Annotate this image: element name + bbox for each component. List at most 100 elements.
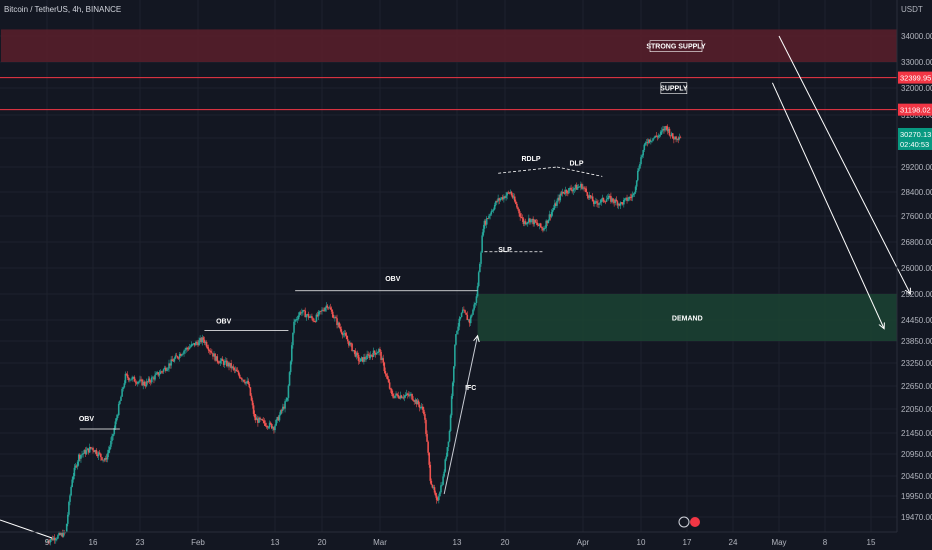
candle-body <box>212 353 214 357</box>
candle-body <box>158 373 161 376</box>
candle-body <box>154 374 156 380</box>
candle-body <box>559 193 562 201</box>
candle-body <box>169 363 171 366</box>
candle-body <box>234 369 237 371</box>
candle-body <box>87 448 90 453</box>
candle-body <box>506 192 508 196</box>
candle-body <box>571 189 573 192</box>
candle-body <box>466 314 469 320</box>
candle-body <box>481 235 483 253</box>
candle-body <box>657 135 660 138</box>
candle-body <box>199 338 201 341</box>
candle-body <box>371 355 374 357</box>
candle-body <box>443 471 445 477</box>
candle-body <box>379 349 381 352</box>
candle-body <box>544 227 546 229</box>
candle-body <box>183 350 185 354</box>
candle-body <box>327 307 330 309</box>
candle-body <box>112 434 114 437</box>
candle-body <box>295 319 298 321</box>
candle-body <box>301 312 303 314</box>
candle-body <box>254 417 257 421</box>
candle-body <box>247 380 250 385</box>
candle-body <box>392 393 394 397</box>
candle-body <box>567 192 569 194</box>
level-price-text: 32399.95 <box>900 74 931 83</box>
candle-body <box>446 447 449 457</box>
candle-body <box>561 191 564 194</box>
candle-body <box>384 371 387 375</box>
candle-body <box>168 363 170 369</box>
candle-body <box>408 394 410 396</box>
candle-body <box>294 319 296 322</box>
candle-body <box>390 389 393 394</box>
candle-body <box>464 310 466 313</box>
candle-body <box>491 210 494 212</box>
candle-body <box>656 136 659 138</box>
candle-body <box>174 355 177 359</box>
candle-body <box>252 405 255 414</box>
candle-body <box>519 213 521 217</box>
candle-body <box>507 192 510 194</box>
candle-body <box>641 155 643 158</box>
annotation-obv: OBV <box>79 416 95 423</box>
candle-body <box>595 201 597 203</box>
flash-icon[interactable] <box>678 516 690 528</box>
candle-body <box>647 139 650 143</box>
candle-body <box>262 420 265 422</box>
candle-body <box>276 417 279 420</box>
candle-body <box>76 461 79 467</box>
candle-body <box>108 446 111 451</box>
event-icon[interactable] <box>690 517 700 527</box>
candle-body <box>297 315 300 319</box>
candle-body <box>321 309 323 312</box>
candle-body <box>59 532 61 535</box>
candle-body <box>521 217 524 219</box>
candle-body <box>270 424 273 429</box>
candle-body <box>160 371 163 373</box>
candle-body <box>329 307 332 310</box>
candle-body <box>461 309 464 313</box>
candle-body <box>661 130 663 132</box>
candle-body <box>136 382 139 384</box>
candle-body <box>57 535 59 539</box>
candle-body <box>60 533 63 535</box>
candle-body <box>438 496 440 501</box>
candle-body <box>338 322 340 327</box>
candle-body <box>231 366 234 369</box>
candle-body <box>433 487 436 493</box>
candle-body <box>402 397 405 399</box>
candle-body <box>105 457 108 460</box>
candle-body <box>293 321 295 333</box>
candle-body <box>451 382 454 397</box>
x-tick-label: 8 <box>823 538 828 547</box>
candle-body <box>125 373 128 375</box>
candle-body <box>403 395 406 398</box>
candle-body <box>485 218 488 225</box>
candle-body <box>471 314 473 317</box>
candle-body <box>233 367 236 370</box>
candle-body <box>298 312 301 316</box>
y-tick-label: 27600.00 <box>901 212 932 221</box>
candle-body <box>603 201 606 203</box>
candle-body <box>395 393 397 396</box>
candle-body <box>576 186 579 190</box>
candle-body <box>92 447 94 451</box>
candle-body <box>577 186 580 188</box>
candle-body <box>654 135 657 138</box>
candle-body <box>229 363 231 367</box>
candle-body <box>563 193 566 194</box>
candle-body <box>407 393 409 395</box>
candle-body <box>377 352 379 353</box>
candle-body <box>245 381 247 384</box>
candle-body <box>568 188 570 194</box>
y-tick-label: 33000.00 <box>901 58 932 67</box>
candle-body <box>193 343 196 346</box>
candle-body <box>385 374 388 376</box>
candle-body <box>232 366 235 368</box>
bottom-icons[interactable] <box>678 516 700 528</box>
candle-body <box>573 188 576 190</box>
candle-body <box>586 192 589 197</box>
candle-body <box>493 204 496 210</box>
